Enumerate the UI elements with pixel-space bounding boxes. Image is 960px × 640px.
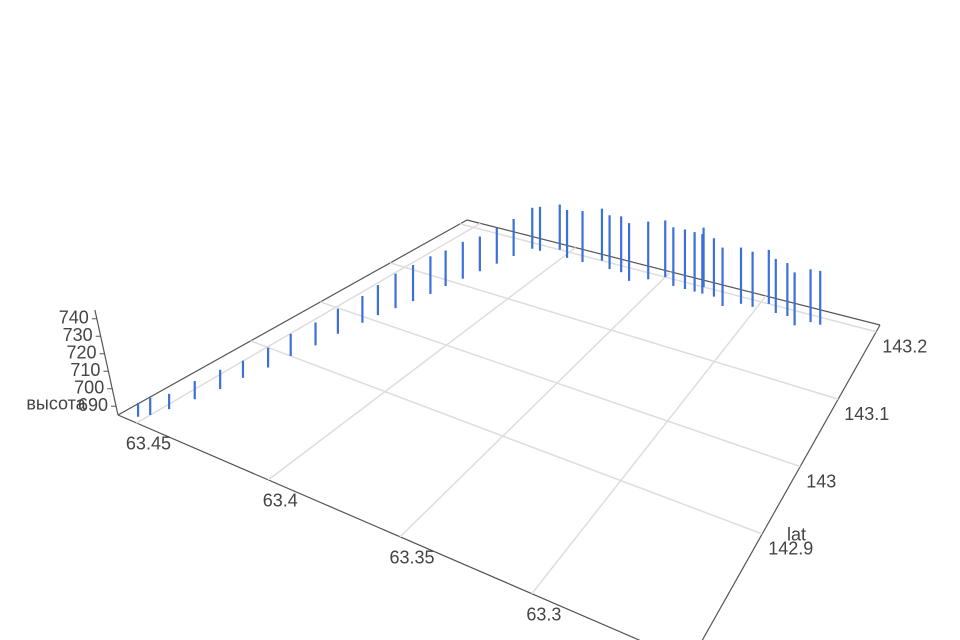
floor-edge (117, 219, 468, 416)
grid-line (267, 246, 576, 481)
floor-edge (701, 324, 881, 640)
x-tick-label: 63.4 (263, 491, 298, 511)
y-tick-label: 143 (806, 471, 836, 491)
y-tick-label: 143.1 (844, 404, 889, 424)
grid-line (531, 295, 767, 595)
z-tick-label: 740 (59, 308, 89, 328)
x-tick-label: 63.45 (126, 434, 171, 454)
z-axis (94, 309, 119, 416)
y-axis-title: lat (787, 525, 806, 545)
grid-line (459, 223, 877, 333)
grid-line (250, 340, 763, 535)
y-tick-label: 142.9 (768, 539, 813, 559)
z-tick-label: 730 (63, 325, 93, 345)
grid-line (320, 301, 801, 468)
x-tick-label: 63.3 (526, 604, 561, 624)
y-tick-label: 143.2 (882, 336, 927, 356)
x-tick-label: 63.35 (390, 548, 435, 568)
z-axis-title: высота (26, 393, 86, 413)
z-tick-label: 700 (74, 378, 104, 398)
z-tick-label: 690 (78, 395, 108, 415)
z-tick-label: 720 (66, 343, 96, 363)
floor-edge (117, 414, 641, 640)
z-tick-label: 710 (70, 360, 100, 380)
grid-line (399, 271, 672, 538)
grid-line (390, 262, 839, 400)
grid-line (136, 222, 481, 424)
